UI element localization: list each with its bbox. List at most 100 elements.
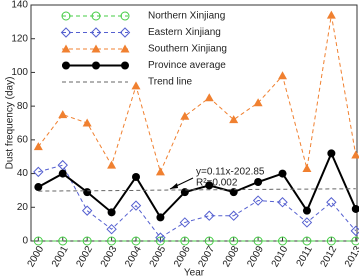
series-line xyxy=(37,150,357,220)
point xyxy=(252,195,264,206)
point xyxy=(91,44,101,53)
point xyxy=(61,11,71,21)
y-tick-label: 120 xyxy=(11,33,28,44)
point xyxy=(120,11,130,21)
point xyxy=(83,188,92,197)
x-tick-label: 2004 xyxy=(123,244,144,269)
x-tick-label: 2003 xyxy=(99,244,120,269)
point xyxy=(119,27,131,38)
point xyxy=(107,208,116,217)
point xyxy=(130,200,142,211)
point xyxy=(204,93,214,102)
x-tick-label: 2010 xyxy=(270,244,291,269)
point xyxy=(204,236,214,246)
point xyxy=(82,118,92,127)
x-tick-label: 2009 xyxy=(245,244,266,269)
y-tick-label: 60 xyxy=(17,134,29,145)
y-tick-label: 100 xyxy=(11,67,28,78)
point xyxy=(155,167,165,176)
point xyxy=(254,178,263,186)
point xyxy=(58,169,67,178)
legend-label: Eastern Xinjiang xyxy=(148,27,221,38)
point xyxy=(229,188,238,197)
annotation: R²=0.002 xyxy=(196,178,238,189)
point xyxy=(229,236,239,246)
point xyxy=(90,27,102,38)
annotation: y=0.11x-202.85 xyxy=(196,167,265,178)
x-tick-label: 2011 xyxy=(295,244,315,269)
point xyxy=(58,236,68,246)
point xyxy=(106,223,117,235)
point xyxy=(327,149,336,158)
y-tick-label: 0 xyxy=(22,236,28,247)
point xyxy=(278,236,288,246)
legend-label: Trend line xyxy=(148,77,193,88)
point xyxy=(351,204,359,213)
point xyxy=(180,236,190,246)
point xyxy=(61,44,71,53)
point xyxy=(34,183,43,192)
point xyxy=(228,210,239,221)
point xyxy=(180,188,189,197)
point xyxy=(204,210,215,221)
point xyxy=(155,236,165,246)
point xyxy=(58,110,68,119)
point xyxy=(60,27,72,38)
point xyxy=(302,164,312,173)
point xyxy=(81,205,93,216)
x-axis-label: Year xyxy=(184,268,205,279)
x-tick-label: 2012 xyxy=(319,244,340,269)
arrow-head xyxy=(170,183,178,189)
y-tick-label: 80 xyxy=(17,101,29,112)
y-tick-label: 140 xyxy=(11,0,28,11)
point xyxy=(180,111,190,120)
x-tick-label: 2005 xyxy=(148,244,169,269)
point xyxy=(121,61,129,70)
point xyxy=(326,197,337,208)
point xyxy=(229,115,239,124)
point xyxy=(62,61,70,70)
y-axis-label: Dust frequency (day) xyxy=(5,77,16,170)
legend-label: Province average xyxy=(148,60,226,71)
point xyxy=(277,197,288,208)
point xyxy=(82,236,92,246)
x-tick-label: 2007 xyxy=(196,244,217,269)
point xyxy=(278,169,287,178)
x-tick-label: 2002 xyxy=(74,244,95,269)
point xyxy=(302,236,312,246)
x-tick-label: 2006 xyxy=(172,244,193,269)
point xyxy=(253,236,263,246)
point xyxy=(33,142,43,151)
point xyxy=(120,44,130,53)
point xyxy=(205,181,214,190)
y-tick-label: 20 xyxy=(17,202,29,213)
point xyxy=(326,236,336,246)
point xyxy=(302,206,311,215)
x-tick-label: 2001 xyxy=(50,244,71,269)
point xyxy=(107,236,117,246)
x-tick-label: 2000 xyxy=(26,244,47,269)
legend-label: Southern Xinjiang xyxy=(148,44,227,55)
x-tick-label: 2013 xyxy=(343,244,359,269)
point xyxy=(57,159,68,171)
point xyxy=(351,236,359,246)
point xyxy=(156,213,165,222)
point xyxy=(131,236,141,246)
point xyxy=(132,172,141,181)
point xyxy=(326,10,336,19)
point xyxy=(91,11,101,21)
series-line xyxy=(37,15,357,174)
point xyxy=(155,232,166,243)
point xyxy=(131,81,141,90)
series-line xyxy=(38,188,356,192)
point xyxy=(33,236,43,246)
point xyxy=(33,166,44,178)
point xyxy=(301,217,313,228)
point xyxy=(92,61,100,70)
point xyxy=(351,150,359,159)
x-tick-label: 2008 xyxy=(221,244,242,269)
legend-label: Northern Xinjiang xyxy=(148,11,225,22)
point xyxy=(253,98,263,107)
point xyxy=(179,217,191,228)
